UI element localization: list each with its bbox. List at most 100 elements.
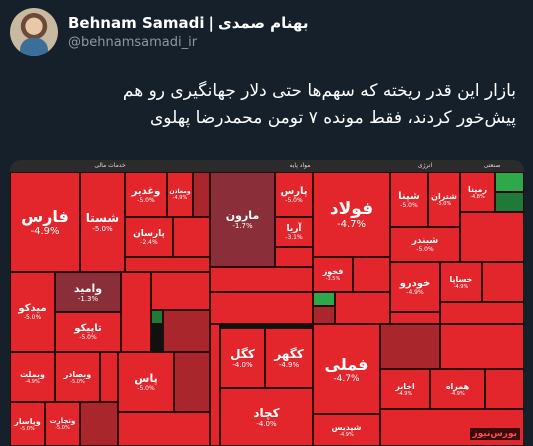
cell-small-tel-1[interactable] bbox=[485, 369, 524, 409]
cell-name: آریا bbox=[286, 223, 302, 234]
cell-name: مارون bbox=[225, 209, 260, 222]
cell-small-green-2[interactable] bbox=[313, 292, 335, 306]
cell-vaghadir[interactable]: وغدیر -5.0% bbox=[125, 172, 167, 217]
cell-change: -5.0% bbox=[23, 314, 42, 321]
cell-change: -5.0% bbox=[20, 425, 35, 432]
cell-kachad[interactable]: کچاد -4.0% bbox=[220, 388, 313, 446]
cell-shasta[interactable]: شستا -5.0% bbox=[80, 172, 125, 272]
cell-name: میدکو bbox=[18, 303, 47, 314]
cell-small-bank-4[interactable] bbox=[118, 412, 210, 446]
cell-name: فخوز bbox=[322, 267, 344, 276]
cell-khsapa[interactable]: خساپا -4.9% bbox=[440, 262, 482, 302]
cell-aria[interactable]: آریا -3.1% bbox=[275, 217, 313, 247]
cell-name: کچاد bbox=[253, 406, 280, 420]
cell-vatejarat[interactable]: وتجارت -5.0% bbox=[45, 402, 80, 446]
cell-small-fin-2[interactable] bbox=[173, 217, 210, 257]
market-treemap-image[interactable]: خدمات مالی مواد پایه انرژی صنعتی فارس -4… bbox=[10, 160, 524, 446]
cell-small-fin-4[interactable] bbox=[121, 272, 151, 352]
cell-midco[interactable]: میدکو -5.0% bbox=[10, 272, 55, 352]
cell-vamaaden[interactable]: ومعادن -4.9% bbox=[167, 172, 193, 217]
cell-change: -5.0% bbox=[92, 225, 113, 233]
cell-small-bank-1[interactable] bbox=[80, 402, 118, 446]
cell-hamrah[interactable]: همراه -4.9% bbox=[430, 369, 485, 409]
cell-akhaber[interactable]: اخابر -4.9% bbox=[380, 369, 430, 409]
sector-energy: انرژی bbox=[390, 160, 460, 172]
cell-shabandar[interactable]: شبندر -5.0% bbox=[390, 227, 460, 262]
cell-maroon[interactable]: مارون -1.7% bbox=[210, 172, 275, 267]
cell-small-mat-2[interactable] bbox=[353, 257, 390, 292]
cell-fars[interactable]: فارس -4.9% bbox=[10, 172, 80, 272]
watermark-logo: بورس‌نیوز bbox=[469, 428, 520, 440]
cell-vaomid[interactable]: وامید -1.3% bbox=[55, 272, 121, 312]
cell-foolad[interactable]: فولاد -4.7% bbox=[313, 172, 390, 257]
cell-shepdis[interactable]: شپدیس -4.9% bbox=[313, 414, 380, 446]
cell-change: -4.0% bbox=[256, 420, 277, 428]
tweet-header: Behnam Samadi | بهنام صمدی @behnamsamadi… bbox=[10, 8, 525, 58]
cell-small-tel-2[interactable] bbox=[380, 409, 524, 446]
cell-small-ind-1[interactable] bbox=[460, 212, 524, 262]
cell-parsan[interactable]: پارسان -2.4% bbox=[125, 217, 173, 257]
cell-shapna[interactable]: شپنا -5.0% bbox=[390, 172, 428, 227]
cell-change: -5.0% bbox=[400, 201, 418, 209]
cell-change: -4.7% bbox=[333, 373, 360, 384]
cell-small-mine-3[interactable] bbox=[440, 324, 524, 369]
cell-rampna[interactable]: رمپنا -4.8% bbox=[460, 172, 495, 212]
cell-pas[interactable]: پاس -5.0% bbox=[118, 352, 174, 412]
cell-change: -1.3% bbox=[77, 294, 99, 303]
cell-kagohar[interactable]: کگهر -4.9% bbox=[265, 328, 313, 388]
tweet-line-1: بازار این قدر ریخته که سهم‌ها حتی دلار ج… bbox=[122, 81, 516, 101]
cell-small-green-4[interactable] bbox=[495, 192, 524, 212]
cell-change: -4.9% bbox=[339, 431, 354, 438]
cell-change: -5.0% bbox=[137, 196, 155, 204]
author-handle[interactable]: @behnamsamadi_ir bbox=[68, 35, 198, 50]
cell-small-bank-3[interactable] bbox=[174, 352, 210, 412]
cell-small-green-1[interactable] bbox=[151, 310, 163, 324]
cell-change: -5.0% bbox=[70, 378, 85, 385]
cell-small-auto-3[interactable] bbox=[390, 312, 440, 324]
cell-change: -4.7% bbox=[336, 219, 366, 230]
cell-name: وامید bbox=[73, 281, 103, 295]
cell-small-mat-1[interactable] bbox=[275, 247, 313, 267]
cell-name: شستا bbox=[85, 211, 120, 225]
cell-small-mat-4[interactable] bbox=[335, 292, 390, 324]
cell-fkhooz[interactable]: فخوز -3.5% bbox=[313, 257, 353, 292]
cell-change: -1.7% bbox=[232, 222, 253, 230]
cell-small-green-3[interactable] bbox=[495, 172, 524, 192]
cell-small-fin-5[interactable] bbox=[151, 272, 210, 310]
cell-small-fin-3[interactable] bbox=[125, 257, 210, 272]
avatar[interactable] bbox=[10, 8, 58, 56]
cell-kagol[interactable]: کگل -4.0% bbox=[220, 328, 265, 388]
cell-small-mat-6[interactable] bbox=[313, 306, 335, 324]
cell-shetran[interactable]: شتران -5.0% bbox=[428, 172, 460, 227]
cell-change: -4.9% bbox=[25, 378, 40, 385]
cell-change: -3.1% bbox=[285, 233, 303, 241]
cell-name: شپدیس bbox=[331, 422, 362, 432]
cell-tapiko[interactable]: تاپیکو -5.0% bbox=[55, 312, 121, 352]
cell-name: فملی bbox=[324, 354, 369, 374]
cell-change: -5.0% bbox=[79, 334, 97, 341]
cell-fameli[interactable]: فملی -4.7% bbox=[313, 324, 380, 414]
cell-name: همراه bbox=[445, 381, 470, 391]
cell-small-bank-2[interactable] bbox=[100, 352, 118, 402]
cell-vabmellat[interactable]: وبملت -4.9% bbox=[10, 352, 55, 402]
cell-khodro[interactable]: خودرو -4.9% bbox=[390, 262, 440, 312]
cell-small-mat-5[interactable] bbox=[210, 292, 313, 324]
cell-pars[interactable]: پارس -5.0% bbox=[275, 172, 313, 217]
cell-vapasar[interactable]: وپاسار -5.0% bbox=[10, 402, 45, 446]
cell-small-mat-3[interactable] bbox=[210, 267, 313, 292]
cell-name: خودرو bbox=[399, 278, 431, 289]
cell-change: -4.8% bbox=[470, 193, 485, 200]
cell-small-auto-1[interactable] bbox=[482, 262, 524, 302]
author-name[interactable]: Behnam Samadi | بهنام صمدی bbox=[68, 14, 308, 32]
cell-small-auto-2[interactable] bbox=[440, 302, 524, 324]
cell-small-fin-1[interactable] bbox=[193, 172, 210, 217]
sector-industrial: صنعتی bbox=[460, 160, 524, 172]
cell-name: شبندر bbox=[411, 236, 439, 246]
cell-vabsader[interactable]: وبصادر -5.0% bbox=[55, 352, 100, 402]
cell-name: پارسان bbox=[133, 228, 165, 239]
cell-change: -4.9% bbox=[278, 361, 300, 369]
cell-small-mine-1[interactable] bbox=[210, 324, 220, 446]
cell-change: -5.0% bbox=[55, 425, 70, 431]
cell-small-fin-6[interactable] bbox=[163, 310, 210, 352]
cell-small-mine-2[interactable] bbox=[380, 324, 440, 369]
